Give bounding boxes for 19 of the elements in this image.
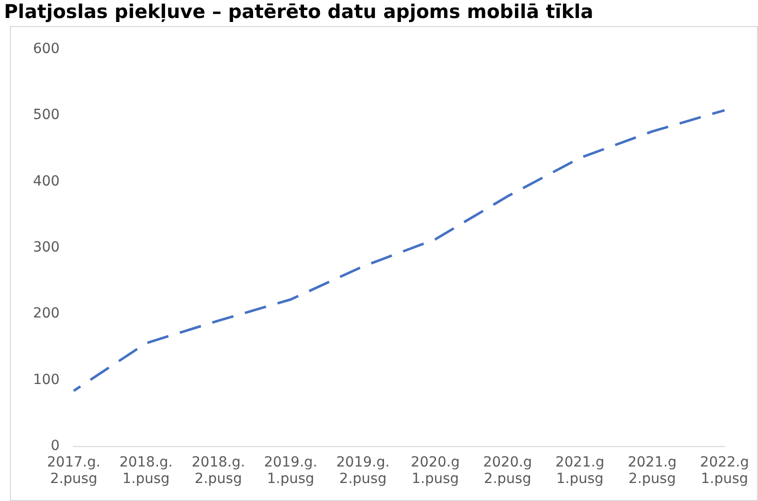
x-tick-label: 2022.g 1.pusg [700,454,749,488]
x-tick-label: 2018.g. 2.pusg [192,454,246,488]
y-tick-label: 300 [32,240,60,256]
x-tick-label: 2021.g 2.pusg [628,454,677,488]
x-tick-label: 2020.g 1.pusg [410,454,460,488]
y-tick-label: 100 [32,372,60,388]
x-tick-label: 2019.g. 2.pusg [336,454,390,488]
y-tick-label: 600 [32,41,60,58]
line-series [72,109,726,392]
y-tick-label: 500 [32,107,60,124]
x-tick-label: 2018.g. 1.pusg [119,454,173,488]
x-tick-label: 2017.g. 2.pusg [47,454,100,488]
x-tick-label: 2019.g. 1.pusg [264,454,318,488]
y-tick-label: 200 [32,306,60,322]
x-tick-label: 2020.g 2.pusg [483,454,532,488]
y-tick-label: 400 [32,173,60,190]
chart-title: Platjoslas piekļuve – patērēto datu apjoms mobilā tīkla [3,0,594,24]
x-tick-label: 2021.g 1.pusg [555,454,604,488]
y-tick-label: 0 [50,438,60,454]
